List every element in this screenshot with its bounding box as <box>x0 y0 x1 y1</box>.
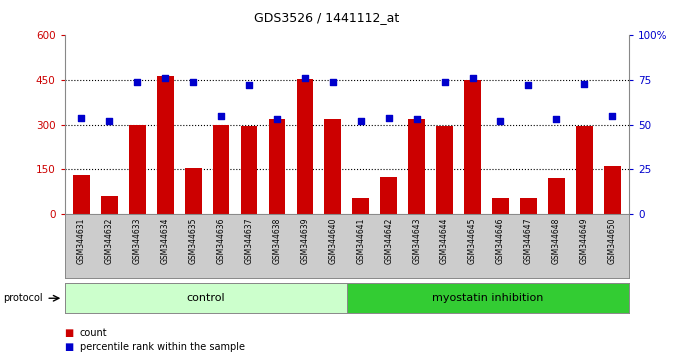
Point <box>132 79 143 85</box>
Text: control: control <box>186 293 225 303</box>
Bar <box>436 126 453 214</box>
Bar <box>352 198 369 214</box>
Text: GSM344647: GSM344647 <box>524 217 533 264</box>
Point <box>384 115 394 120</box>
Bar <box>296 79 313 214</box>
Point <box>523 82 534 88</box>
Bar <box>73 176 90 214</box>
Bar <box>157 76 173 214</box>
Text: percentile rank within the sample: percentile rank within the sample <box>80 342 245 352</box>
Text: GSM344633: GSM344633 <box>133 217 141 264</box>
Point <box>356 118 367 124</box>
Point <box>271 116 282 122</box>
Bar <box>65 283 347 313</box>
Text: GSM344644: GSM344644 <box>440 217 449 264</box>
Bar <box>101 196 118 214</box>
Point <box>104 118 115 124</box>
Text: GSM344641: GSM344641 <box>356 217 365 264</box>
Text: GSM344650: GSM344650 <box>608 217 617 264</box>
Point <box>76 115 87 120</box>
Bar <box>324 119 341 214</box>
Text: GSM344635: GSM344635 <box>188 217 198 264</box>
Bar <box>129 125 146 214</box>
Point <box>160 75 171 81</box>
Point <box>439 79 450 85</box>
Bar <box>492 198 509 214</box>
Bar <box>604 166 621 214</box>
Point <box>411 116 422 122</box>
Text: myostatin inhibition: myostatin inhibition <box>432 293 543 303</box>
Point <box>551 116 562 122</box>
Bar <box>548 178 564 214</box>
Point <box>188 79 199 85</box>
Text: GSM344637: GSM344637 <box>245 217 254 264</box>
Point <box>467 75 478 81</box>
Bar <box>241 126 258 214</box>
Point <box>327 79 338 85</box>
Text: GSM344636: GSM344636 <box>216 217 226 264</box>
Text: GSM344638: GSM344638 <box>273 217 282 264</box>
Bar <box>347 283 629 313</box>
Point <box>216 113 226 119</box>
Text: GDS3526 / 1441112_at: GDS3526 / 1441112_at <box>254 11 399 24</box>
Bar <box>380 177 397 214</box>
Text: GSM344649: GSM344649 <box>580 217 589 264</box>
Bar <box>269 119 286 214</box>
Bar <box>185 168 201 214</box>
Text: GSM344648: GSM344648 <box>552 217 561 264</box>
Text: GSM344646: GSM344646 <box>496 217 505 264</box>
Bar <box>213 125 229 214</box>
Bar <box>464 80 481 214</box>
Text: GSM344632: GSM344632 <box>105 217 114 264</box>
Point <box>495 118 506 124</box>
Text: GSM344634: GSM344634 <box>160 217 170 264</box>
Text: GSM344645: GSM344645 <box>468 217 477 264</box>
Point <box>243 82 254 88</box>
Text: ■: ■ <box>65 342 74 352</box>
Text: count: count <box>80 328 107 338</box>
Text: GSM344631: GSM344631 <box>77 217 86 264</box>
Point <box>607 113 617 119</box>
Text: protocol: protocol <box>3 293 43 303</box>
Text: GSM344640: GSM344640 <box>328 217 337 264</box>
Bar <box>576 126 593 214</box>
Point <box>579 81 590 86</box>
Text: GSM344642: GSM344642 <box>384 217 393 264</box>
Point <box>299 75 310 81</box>
Text: GSM344639: GSM344639 <box>301 217 309 264</box>
Text: GSM344643: GSM344643 <box>412 217 421 264</box>
Bar <box>408 119 425 214</box>
Bar <box>520 198 537 214</box>
Text: ■: ■ <box>65 328 74 338</box>
